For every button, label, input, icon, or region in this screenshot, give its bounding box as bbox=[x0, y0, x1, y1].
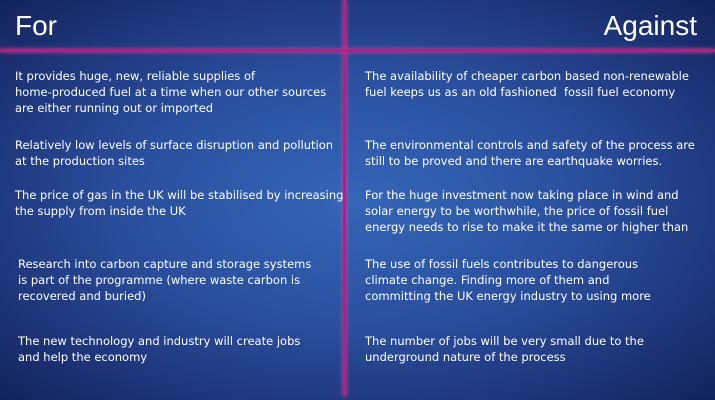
against-item-line: The number of jobs will be very small du… bbox=[365, 334, 644, 348]
for-item-line: home-produced fuel at a time when our ot… bbox=[15, 85, 327, 99]
against-item-line: climate change. Finding more of them and bbox=[365, 273, 610, 287]
for-item-line: The new technology and industry will cre… bbox=[18, 334, 301, 348]
for-item-line: Relatively low levels of surface disrupt… bbox=[15, 138, 334, 152]
against-item-line: solar energy to be worthwhile, the price… bbox=[365, 204, 669, 218]
heading-for: For bbox=[15, 10, 57, 41]
divider-vertical bbox=[343, 0, 346, 396]
against-item-line: underground nature of the process bbox=[365, 350, 566, 364]
for-item-line: and help the economy bbox=[18, 350, 148, 364]
heading-against: Against bbox=[603, 10, 697, 41]
against-item-line: For the huge investment now taking place… bbox=[365, 188, 679, 202]
against-item-line: energy needs to rise to make it the same… bbox=[365, 220, 689, 234]
against-item-line: The availability of cheaper carbon based… bbox=[365, 69, 689, 83]
against-item-line: The environmental controls and safety of… bbox=[365, 138, 695, 152]
for-item-line: the supply from inside the UK bbox=[15, 204, 186, 218]
for-item-line: at the production sites bbox=[15, 154, 145, 168]
for-item-line: Research into carbon capture and storage… bbox=[18, 257, 312, 271]
against-item-line: fuel keeps us as an old fashioned fossil… bbox=[365, 85, 676, 99]
for-item-line: The price of gas in the UK will be stabi… bbox=[15, 188, 344, 202]
divider-horizontal bbox=[0, 49, 715, 52]
against-item-line: The use of fossil fuels contributes to d… bbox=[365, 257, 639, 271]
for-item-line: are either running out or imported bbox=[15, 101, 214, 115]
for-item-line: It provides huge, new, reliable supplies… bbox=[15, 69, 256, 83]
against-item-line: committing the UK energy industry to usi… bbox=[365, 289, 651, 303]
against-item-line: still to be proved and there are earthqu… bbox=[365, 154, 663, 168]
for-item-line: is part of the programme (where waste ca… bbox=[18, 273, 301, 287]
for-item-line: recovered and buried) bbox=[18, 289, 146, 303]
